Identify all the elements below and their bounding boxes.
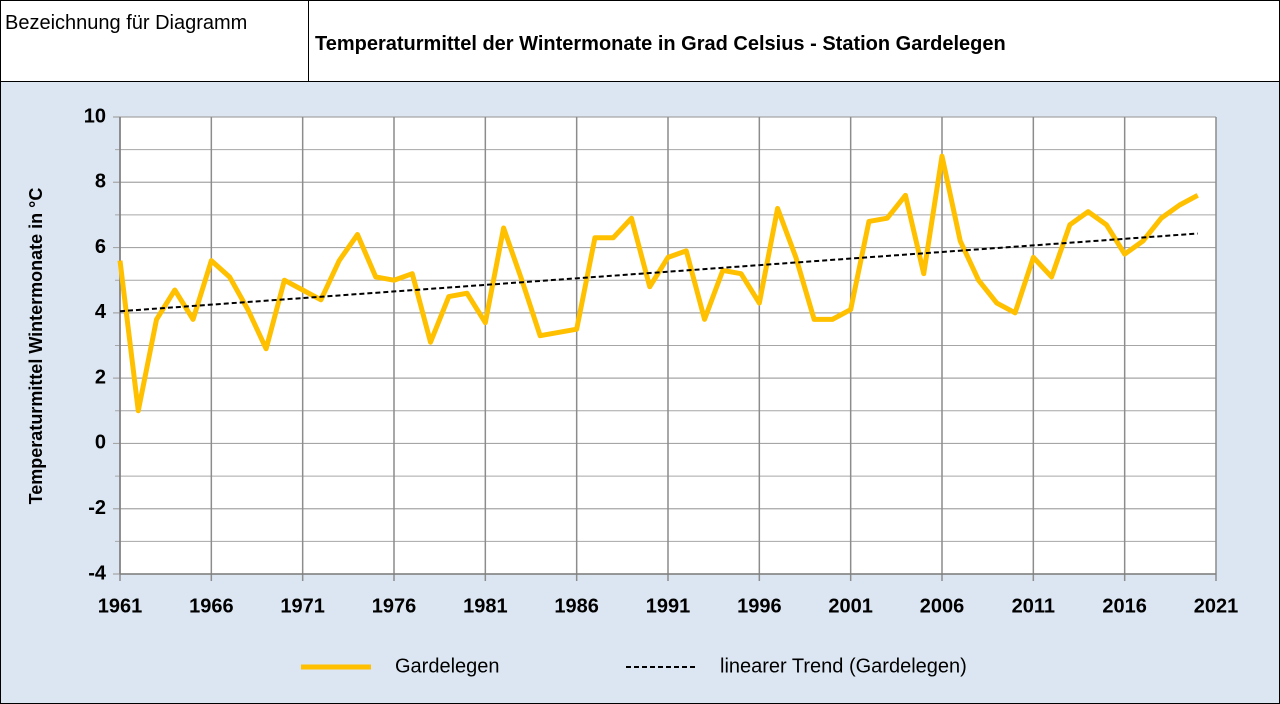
x-tick-label: 1981 — [463, 595, 508, 617]
x-tick-label: 1991 — [646, 595, 691, 617]
x-tick-label: 2001 — [828, 595, 873, 617]
y-tick-label: -2 — [88, 497, 106, 519]
x-tick-label: 1966 — [189, 595, 234, 617]
x-tick-label: 1996 — [737, 595, 782, 617]
chart-title: Temperaturmittel der Wintermonate in Gra… — [315, 33, 1006, 55]
x-tick-label: 1971 — [280, 595, 325, 617]
x-tick-label: 2011 — [1012, 595, 1055, 617]
legend-label: Gardelegen — [395, 655, 500, 677]
y-tick-label: 4 — [95, 301, 107, 323]
x-tick-label: 1976 — [372, 595, 417, 617]
y-tick-label: -4 — [88, 562, 107, 584]
data-line — [119, 232, 1198, 313]
x-tick-label: 2006 — [920, 595, 965, 617]
header-label: Bezeichnung für Diagramm — [1, 1, 309, 81]
header: Bezeichnung für Diagramm Temperaturmitte… — [1, 1, 1279, 82]
y-axis-label: Temperaturmittel Wintermonate in °C — [26, 188, 46, 505]
y-tick-label: 10 — [84, 105, 106, 127]
legend-label: linearer Trend (Gardelegen) — [720, 655, 967, 677]
y-tick-label: 0 — [95, 432, 106, 454]
y-tick-label: 8 — [95, 171, 106, 193]
y-tick-label: 2 — [95, 366, 106, 388]
x-tick-label: 2016 — [1102, 595, 1147, 617]
x-tick-label: 2021 — [1194, 595, 1239, 617]
x-tick-label: 1961 — [98, 595, 143, 617]
y-tick-label: 6 — [95, 236, 106, 258]
x-tick-label: 1986 — [554, 595, 599, 617]
